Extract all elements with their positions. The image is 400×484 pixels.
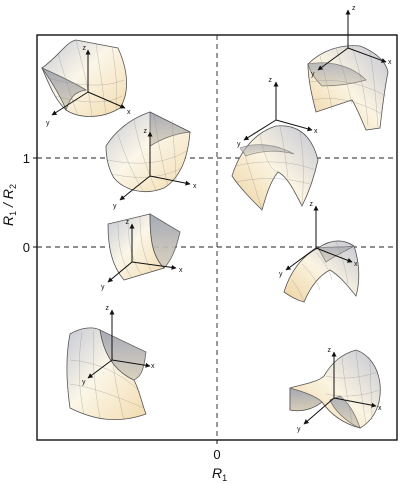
svg-text:y: y: [279, 271, 283, 278]
y-tick-label-one: 1: [23, 151, 30, 166]
svg-text:x: x: [151, 363, 155, 370]
y-axis-title: R1 / R2: [0, 184, 18, 226]
x-tick-label-zero: 0: [213, 447, 220, 462]
svg-text:y: y: [82, 379, 86, 386]
svg-text:x: x: [354, 261, 358, 268]
svg-text:y: y: [113, 203, 117, 210]
svg-text:z: z: [126, 219, 130, 226]
svg-text:y: y: [46, 120, 50, 127]
saddle-bottom-right: z x y: [289, 347, 382, 433]
svg-text:x: x: [388, 59, 392, 66]
svg-text:y: y: [101, 284, 105, 291]
svg-text:y: y: [311, 71, 315, 78]
x-axis-title: R1: [212, 465, 227, 483]
svg-text:z: z: [144, 128, 148, 135]
ridge-right: z x y: [279, 201, 360, 303]
dome-middle-right: z x y: [231, 77, 319, 211]
svg-text:y: y: [297, 426, 301, 433]
svg-text:z: z: [83, 45, 87, 52]
paraboloid-top-left: z x y: [40, 39, 131, 127]
svg-text:y: y: [237, 141, 241, 148]
svg-text:z: z: [106, 305, 110, 312]
svg-text:z: z: [310, 201, 314, 208]
svg-text:z: z: [269, 77, 273, 84]
y-tick-label-zero: 0: [23, 240, 30, 255]
svg-text:x: x: [127, 109, 131, 116]
x-axis-title-sub: 1: [222, 473, 227, 483]
paraboloid-middle-left: z x y: [105, 111, 197, 210]
dome-top-right: z x y: [307, 5, 392, 131]
cylinder-left: z x y: [101, 213, 183, 291]
svg-text:x: x: [378, 405, 382, 412]
svg-text:x: x: [314, 128, 318, 135]
svg-text:x: x: [179, 267, 183, 274]
svg-text:x: x: [193, 183, 197, 190]
svg-text:z: z: [352, 5, 356, 12]
cylinder-bottom-left: z x y: [66, 305, 155, 421]
svg-text:z: z: [328, 347, 332, 354]
